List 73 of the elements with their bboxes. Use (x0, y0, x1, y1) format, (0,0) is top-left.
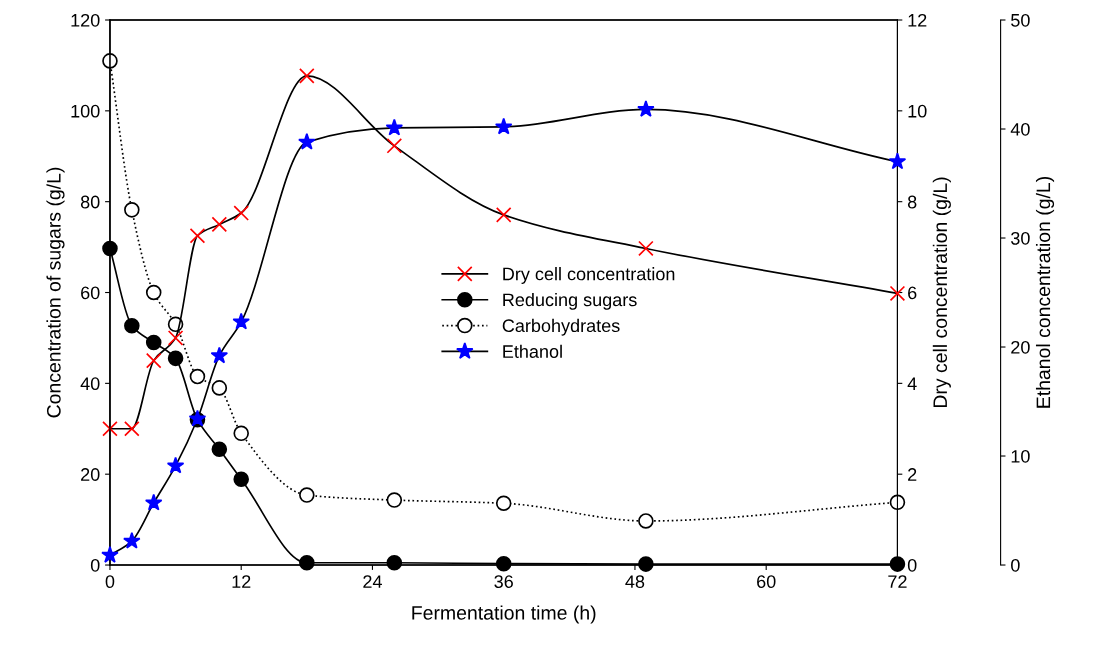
point (889, 494, 906, 511)
point (638, 513, 654, 529)
legend-label: Reducing sugars (503, 292, 637, 310)
y-tick-label: 100 (71, 104, 100, 118)
point (638, 240, 654, 257)
y-tick-label: 20 (81, 468, 100, 481)
point (211, 380, 228, 396)
point (145, 334, 162, 351)
point (233, 205, 249, 221)
y3-tick-label: 20 (1011, 340, 1030, 354)
point (299, 68, 315, 84)
y2-tick-label: 0 (907, 558, 917, 572)
x-tick-label: 72 (888, 575, 907, 588)
y3-tick-label: 40 (1010, 122, 1030, 136)
x-tick-label: 0 (105, 575, 115, 589)
y-tick-label: 120 (71, 13, 100, 27)
point (494, 117, 513, 135)
point (888, 152, 907, 170)
point (144, 493, 163, 511)
point (495, 495, 512, 512)
x-tick-label: 36 (494, 575, 513, 589)
point (124, 202, 140, 218)
point (167, 350, 184, 367)
point (123, 531, 141, 549)
legend-label: Carbohydrates (502, 318, 620, 336)
point (124, 420, 140, 437)
point (101, 546, 119, 563)
point (637, 100, 655, 117)
point (385, 118, 404, 136)
point (189, 368, 206, 385)
point (145, 352, 162, 369)
y2-tick-label: 10 (908, 104, 927, 118)
y3-tick-label: 50 (1011, 13, 1030, 27)
point (495, 207, 512, 223)
y-tick-label: 0 (90, 558, 100, 572)
y-tick-label: 60 (81, 286, 100, 300)
y2-tick-label: 2 (908, 468, 917, 481)
point (233, 471, 249, 487)
legend-label: Ethanol (503, 344, 562, 358)
point (232, 312, 250, 330)
point (124, 317, 140, 334)
x-tick-label: 60 (757, 575, 776, 589)
point (167, 330, 184, 346)
y-tick-label: 80 (80, 195, 100, 209)
point (299, 487, 315, 503)
y2-axis-title: Dry cell concentration (g/L) (932, 177, 951, 408)
y3-axis-title: Ethanol concentration (g/L) (1035, 176, 1055, 408)
y2-tick-label: 4 (907, 377, 917, 390)
point (102, 420, 118, 437)
y2-tick-label: 8 (907, 195, 917, 209)
x-tick-label: 12 (232, 575, 251, 588)
point (211, 441, 228, 457)
x-tick-label: 48 (625, 575, 645, 589)
y2-tick-label: 6 (908, 286, 917, 300)
y-tick-label: 40 (80, 377, 100, 391)
point (386, 492, 403, 508)
point (233, 425, 249, 442)
point (889, 285, 906, 302)
y2-tick-label: 12 (908, 13, 927, 27)
x-axis-title: Fermentation time (h) (412, 605, 596, 624)
x-tick-label: 24 (363, 575, 382, 588)
point (210, 346, 229, 364)
point (189, 227, 206, 244)
point (211, 216, 228, 233)
point (166, 456, 185, 474)
y3-tick-label: 30 (1011, 231, 1030, 245)
point (298, 132, 316, 150)
y-axis-title: Concentration of sugars (g/L) (46, 167, 65, 418)
y3-tick-label: 0 (1011, 558, 1020, 572)
legend-label: Dry cell concentration (503, 267, 675, 284)
y3-tick-label: 10 (1011, 449, 1030, 463)
point (145, 284, 162, 301)
point (386, 138, 403, 154)
